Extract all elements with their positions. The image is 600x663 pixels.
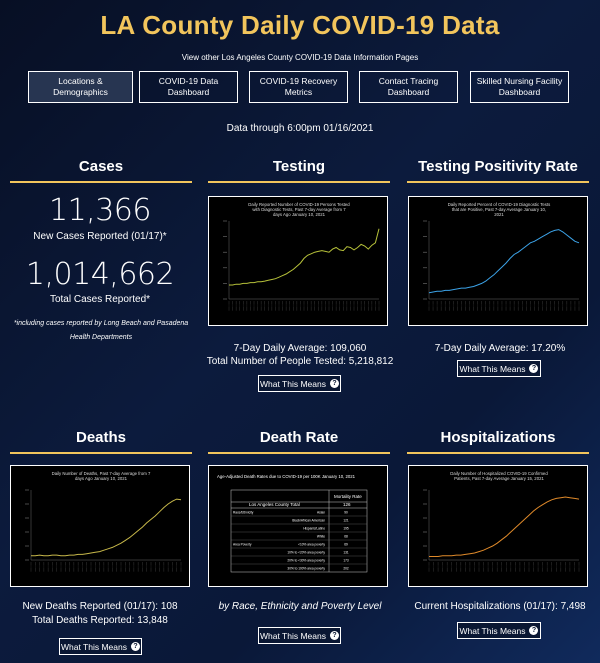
hospitalizations-chart[interactable]: Daily Number of Hospitalized COVID-19 Co… — [408, 465, 588, 587]
death-rate-row-label: Black/African American — [292, 518, 325, 522]
county-total-value: 126 — [343, 502, 351, 507]
cases-divider — [10, 181, 192, 183]
chart-title: Daily Number of Hospitalized COVID-19 Co… — [450, 471, 548, 481]
nav-bar: Locations & Demographics COVID-19 Data D… — [0, 71, 600, 103]
nav-data-dashboard-button[interactable]: COVID-19 Data Dashboard — [139, 71, 238, 103]
chart-axes — [428, 221, 579, 300]
testing-chart-svg: Daily Reported Number of COVID-19 Person… — [223, 202, 380, 311]
data-through-label: Data through 6:00pm 01/16/2021 — [226, 123, 374, 134]
new-cases-count: 11,366 — [49, 193, 151, 228]
county-total-label: Los Angeles County Total — [249, 502, 300, 507]
death-rate-row-value: 90 — [344, 510, 348, 514]
chart-axes — [30, 490, 181, 561]
death-rate-row-value: 195 — [343, 526, 349, 530]
hospitalizations-divider — [407, 452, 589, 454]
hospitalizations-chart-svg: Daily Number of Hospitalized COVID-19 Co… — [423, 471, 580, 572]
nav-contact-tracing-button[interactable]: Contact Tracing Dashboard — [359, 71, 458, 103]
chart-title: Daily Reported Number of COVID-19 Person… — [248, 202, 350, 217]
testing-what-this-means-button[interactable]: What This Means ? — [258, 375, 341, 392]
deaths-divider — [10, 452, 192, 454]
deaths-what-this-means-button[interactable]: What This Means ? — [59, 638, 142, 655]
death-rate-row-value: 173 — [343, 558, 349, 562]
testing-daily-average: 7-Day Daily Average: 109,060 — [233, 343, 367, 354]
positivity-title: Testing Positivity Rate — [418, 158, 578, 175]
death-rate-table-svg: Age-Adjusted Death Rates due to COVID-19… — [217, 474, 368, 573]
what-this-means-label: What This Means — [260, 630, 326, 641]
hospitalizations-series-line — [429, 496, 580, 557]
positivity-series-line — [428, 229, 580, 294]
death-rate-row-label: <10% area poverty — [298, 542, 325, 546]
death-rate-row-value: 202 — [343, 566, 349, 570]
death-rate-row-value: 69 — [344, 542, 348, 546]
nav-subtitle: View other Los Angeles County COVID-19 D… — [181, 53, 419, 62]
chart-title: Daily Reported Percent of COVID-19 Diagn… — [448, 202, 551, 217]
testing-title: Testing — [272, 158, 326, 175]
death-rate-group-label: Race/Ethnicity — [233, 510, 254, 514]
death-rate-row-label: Hispanic/Latino — [303, 526, 325, 530]
chart-title: Daily Number of Deaths, Past 7-day Avera… — [52, 471, 151, 481]
death-rate-table-box[interactable]: Age-Adjusted Death Rates due to COVID-19… — [208, 465, 388, 587]
what-this-means-label: What This Means — [459, 363, 526, 374]
testing-total-tested: Total Number of People Tested: 5,218,812 — [206, 356, 394, 367]
question-circle-icon: ? — [329, 631, 339, 640]
death-rate-group-label: Area Poverty — [233, 542, 252, 546]
positivity-chart[interactable]: Daily Reported Percent of COVID-19 Diagn… — [408, 196, 588, 326]
current-hospitalizations-label: Current Hospitalizations (01/17): 7,498 — [414, 601, 586, 612]
nav-locations-demographics-button[interactable]: Locations & Demographics — [28, 71, 133, 103]
total-cases-count: 1,014,662 — [25, 257, 175, 292]
mortality-rate-header: Mortality Rate — [334, 494, 362, 499]
deaths-chart[interactable]: Daily Number of Deaths, Past 7-day Avera… — [10, 465, 190, 587]
positivity-daily-average: 7-Day Daily Average: 17.20% — [434, 343, 566, 354]
death-rate-row-label: White — [317, 534, 325, 538]
nav-recovery-metrics-button[interactable]: COVID-19 Recovery Metrics — [249, 71, 348, 103]
new-cases-label: New Cases Reported (01/17)* — [33, 231, 167, 242]
death-rate-row-value: 131 — [343, 550, 349, 554]
hospitalizations-what-this-means-button[interactable]: What This Means ? — [457, 622, 541, 639]
hospitalizations-title: Hospitalizations — [440, 429, 556, 446]
testing-chart[interactable]: Daily Reported Number of COVID-19 Person… — [208, 196, 388, 326]
death-rate-what-this-means-button[interactable]: What This Means ? — [258, 627, 341, 644]
what-this-means-label: What This Means — [260, 378, 326, 389]
chart-axes — [428, 490, 579, 561]
death-rate-caption: by Race, Ethnicity and Poverty Level — [218, 601, 382, 612]
death-rate-chart-title: Age-Adjusted Death Rates due to COVID-19… — [217, 474, 356, 479]
question-circle-icon: ? — [529, 626, 539, 635]
positivity-divider — [407, 181, 589, 183]
cases-title: Cases — [78, 158, 124, 175]
death-rate-row-label: Asian — [317, 510, 325, 514]
chart-axes — [228, 221, 379, 300]
testing-divider — [208, 181, 390, 183]
new-deaths-label: New Deaths Reported (01/17): 108 — [22, 601, 178, 612]
question-circle-icon: ? — [529, 364, 539, 373]
death-rate-row-label: 20% to <30% area poverty — [287, 558, 325, 562]
deaths-series-line — [31, 498, 182, 557]
nav-skilled-nursing-button[interactable]: Skilled Nursing Facility Dashboard — [470, 71, 569, 103]
deaths-chart-svg: Daily Number of Deaths, Past 7-day Avera… — [25, 471, 182, 572]
page-title: LA County Daily COVID-19 Data — [100, 10, 500, 40]
question-circle-icon: ? — [130, 642, 140, 651]
death-rate-row-value: 68 — [344, 534, 348, 538]
positivity-what-this-means-button[interactable]: What This Means ? — [457, 360, 541, 377]
total-cases-label: Total Cases Reported* — [49, 294, 151, 305]
death-rate-row-label: 10% to <20% area poverty — [287, 550, 325, 554]
positivity-chart-svg: Daily Reported Percent of COVID-19 Diagn… — [423, 202, 580, 311]
question-circle-icon: ? — [329, 379, 339, 388]
total-deaths-label: Total Deaths Reported: 13,848 — [32, 615, 168, 626]
death-rate-divider — [208, 452, 390, 454]
cases-footnote: *including cases reported by Long Beach … — [13, 320, 189, 341]
death-rate-row-value: 121 — [343, 518, 349, 522]
death-rate-title: Death Rate — [259, 429, 339, 446]
what-this-means-label: What This Means — [459, 625, 526, 636]
death-rate-row-label: 30% to 100% area poverty — [287, 566, 325, 570]
deaths-title: Deaths — [75, 429, 127, 446]
testing-series-line — [229, 228, 380, 286]
what-this-means-label: What This Means — [61, 641, 127, 652]
